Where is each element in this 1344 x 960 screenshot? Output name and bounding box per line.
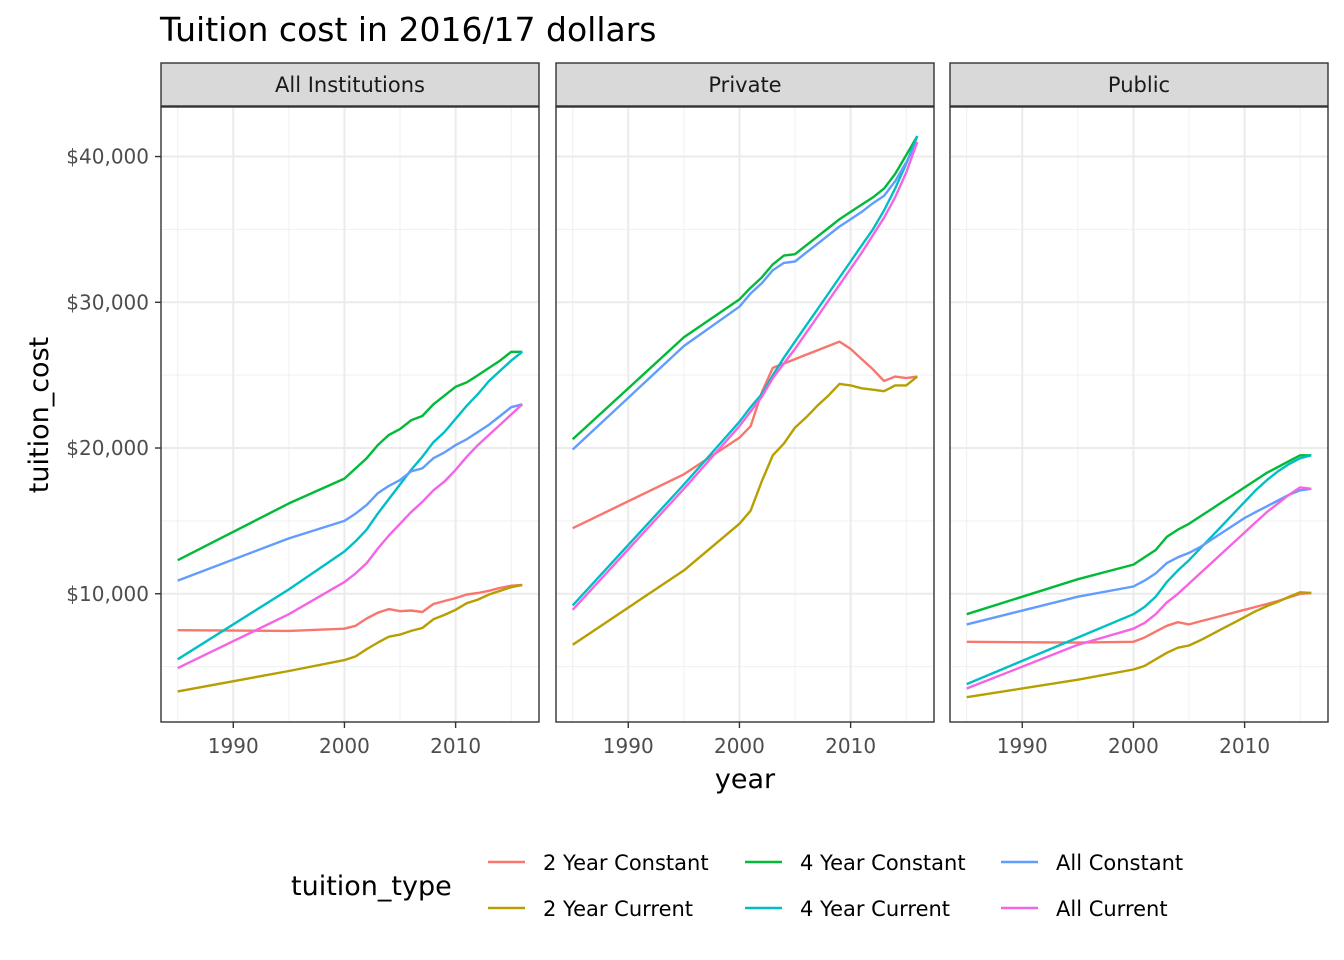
strip-label-all-institutions: All Institutions xyxy=(275,73,425,97)
series-line-all-institutions-4-year-current xyxy=(177,350,524,661)
series-line-private-2-year-current xyxy=(572,375,919,646)
panel-background-all-institutions xyxy=(161,107,539,722)
x-tick-label: 2000 xyxy=(1108,734,1159,758)
legend-item-all-current: All Current xyxy=(1001,897,1168,921)
y-tick-label: $40,000 xyxy=(66,145,149,169)
y-tick-label: $30,000 xyxy=(66,290,149,314)
y-axis-tick-labels: $10,000 $20,000 $30,000 $40,000 xyxy=(66,145,149,606)
series-line-private-2-year-constant xyxy=(572,340,918,530)
panel-border-public xyxy=(949,106,1329,723)
x-tick-label: 2000 xyxy=(319,734,370,758)
series-line-private-all-current xyxy=(571,141,919,611)
legend-label-all-current: All Current xyxy=(1056,897,1168,921)
legend-title: tuition_type xyxy=(291,871,452,902)
legend-label-4-year-constant: 4 Year Constant xyxy=(800,851,966,875)
panel-border-private xyxy=(555,106,935,723)
chart-title: Tuition cost in 2016/17 dollars xyxy=(159,10,657,49)
x-tick-label: 1990 xyxy=(208,734,259,758)
series-line-public-4-year-constant xyxy=(966,454,1312,616)
series-line-public-2-year-current xyxy=(966,591,1312,699)
series-line-private-4-year-current xyxy=(571,135,919,607)
panel-border-all-institutions xyxy=(160,106,540,723)
legend-label-4-year-current: 4 Year Current xyxy=(800,897,950,921)
series-line-all-institutions-all-constant xyxy=(177,403,523,582)
legend-item-2-year-constant: 2 Year Constant xyxy=(488,851,709,875)
series-line-all-institutions-2-year-constant xyxy=(177,583,523,633)
strip-all-institutions xyxy=(160,62,540,107)
series-line-public-all-current xyxy=(966,486,1312,690)
legend-item-4-year-current: 4 Year Current xyxy=(745,897,950,921)
legend: tuition_type 2 Year Constant 2 Year Curre… xyxy=(291,851,1183,921)
series-line-all-institutions-all-current xyxy=(177,403,524,670)
panel-all-institutions: All Institutions xyxy=(155,62,540,728)
legend-item-2-year-current: 2 Year Current xyxy=(488,897,693,921)
y-tick-label: $10,000 xyxy=(66,582,149,606)
legend-items: 2 Year Constant 2 Year Current 4 Year Cons… xyxy=(488,851,1183,921)
x-tick-label: 1990 xyxy=(603,734,654,758)
legend-item-4-year-constant: 4 Year Constant xyxy=(745,851,966,875)
panel-private: Private xyxy=(555,62,935,728)
strip-public xyxy=(949,62,1329,107)
y-axis-title: tuition_cost xyxy=(24,337,55,493)
x-axis-tick-labels: 1990 2000 2010 1990 2000 2010 1990 2000 2010 xyxy=(208,734,1270,758)
strip-label-public: Public xyxy=(1108,73,1170,97)
series-line-private-4-year-constant xyxy=(571,135,919,441)
strip-label-private: Private xyxy=(708,73,781,97)
series-line-all-institutions-2-year-current xyxy=(177,583,523,693)
y-tick-label: $20,000 xyxy=(66,436,149,460)
legend-label-2-year-constant: 2 Year Constant xyxy=(543,851,709,875)
x-tick-label: 2000 xyxy=(714,734,765,758)
x-tick-label: 1990 xyxy=(997,734,1048,758)
legend-label-2-year-current: 2 Year Current xyxy=(543,897,693,921)
x-axis-title: year xyxy=(715,764,776,795)
panel-background-public xyxy=(950,107,1328,722)
legend-label-all-constant: All Constant xyxy=(1056,851,1183,875)
x-tick-label: 2010 xyxy=(825,734,876,758)
series-line-public-4-year-current xyxy=(966,454,1312,686)
series-line-public-all-constant xyxy=(966,487,1312,626)
facet-panels: All Institutions Private Public xyxy=(155,62,1329,728)
x-tick-label: 2010 xyxy=(1219,734,1270,758)
panel-public: Public xyxy=(949,62,1329,728)
strip-private xyxy=(555,62,935,107)
x-tick-label: 2010 xyxy=(430,734,481,758)
series-line-all-institutions-4-year-constant xyxy=(177,350,523,562)
legend-item-all-constant: All Constant xyxy=(1001,851,1183,875)
series-line-private-all-constant xyxy=(571,141,919,451)
